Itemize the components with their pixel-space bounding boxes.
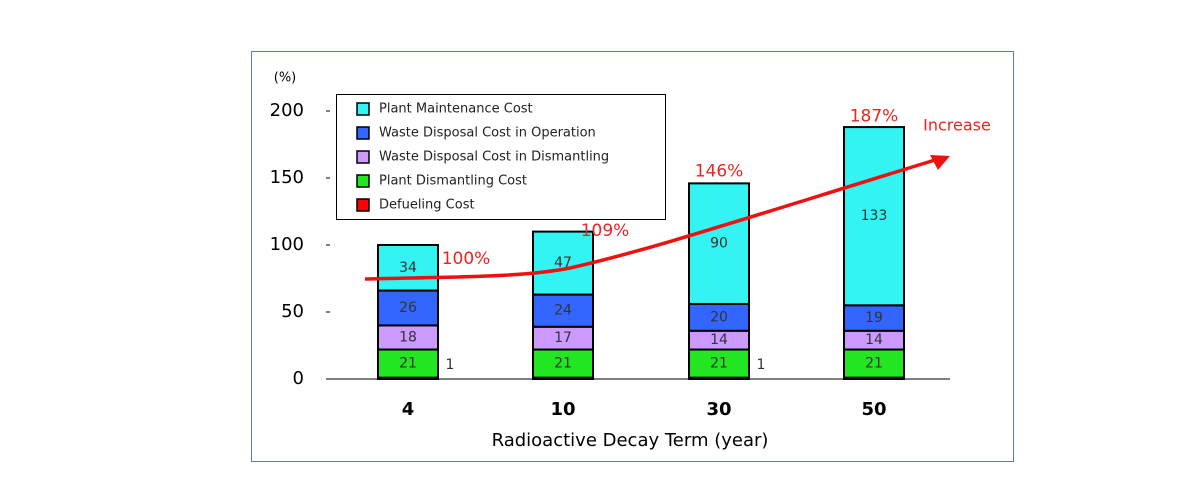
value-label: 21 (554, 356, 572, 372)
legend-label: Defueling Cost (379, 198, 475, 213)
x-tick-label: 50 (861, 399, 886, 420)
value-label: 133 (861, 208, 888, 224)
legend-label: Waste Disposal Cost in Dismantling (379, 150, 609, 165)
bar-segment (688, 302, 750, 332)
bar-segment (377, 244, 439, 292)
value-label: 24 (554, 303, 572, 319)
value-label: 34 (399, 260, 417, 276)
legend-swatch (356, 150, 370, 164)
legend-swatch (356, 102, 370, 116)
x-tick-label: 30 (706, 399, 731, 420)
value-label: 14 (865, 332, 883, 348)
x-tick-label: 4 (402, 399, 415, 420)
bar-segment (377, 348, 439, 379)
total-label: 109% (581, 221, 630, 241)
bar-segment (532, 230, 594, 296)
bar-segment (377, 324, 439, 351)
value-label: 18 (399, 329, 417, 345)
value-label: 26 (399, 300, 417, 316)
legend: Defueling Cost Plant Dismantling Cost Wast… (336, 94, 666, 220)
legend-box (336, 94, 666, 220)
total-label: 100% (442, 249, 491, 269)
value-label: 47 (554, 255, 572, 271)
value-label: 1 (757, 357, 766, 373)
value-label: 20 (710, 309, 728, 325)
value-label: 19 (865, 310, 883, 326)
bar-segment (688, 182, 750, 305)
legend-swatch (356, 198, 370, 212)
value-label: 21 (399, 356, 417, 372)
value-label: 21 (865, 356, 883, 372)
total-label: 187% (850, 106, 899, 126)
legend-label: Plant Dismantling Cost (379, 174, 527, 189)
trend-arrow (364, 158, 936, 281)
y-tick-label: 150 (270, 167, 304, 188)
value-label: 90 (710, 236, 728, 252)
value-label: 17 (554, 330, 572, 346)
legend-label: Plant Maintenance Cost (379, 102, 533, 117)
value-label: 14 (710, 332, 728, 348)
bars (377, 126, 905, 381)
bar-segment (843, 126, 905, 307)
trend-label: Increase (923, 116, 991, 135)
value-label: 1 (446, 357, 455, 373)
value-label: 21 (710, 356, 728, 372)
x-axis-label: Radioactive Decay Term (year) (492, 430, 769, 451)
y-tick-label: 200 (270, 100, 304, 121)
arrow-head (930, 155, 950, 170)
bar-segment (532, 348, 594, 379)
total-label: 146% (695, 161, 744, 181)
y-tick-label: 0 (293, 368, 304, 389)
legend-label: Waste Disposal Cost in Operation (379, 126, 596, 141)
legend-swatch (356, 174, 370, 188)
y-tick-label: 100 (270, 234, 304, 255)
legend-swatch (356, 126, 370, 140)
x-tick-label: 10 (550, 399, 575, 420)
y-tick-label: 50 (281, 301, 304, 322)
bar-segment (843, 348, 905, 379)
bar-segment (377, 289, 439, 327)
y-unit: (%) (274, 71, 297, 86)
